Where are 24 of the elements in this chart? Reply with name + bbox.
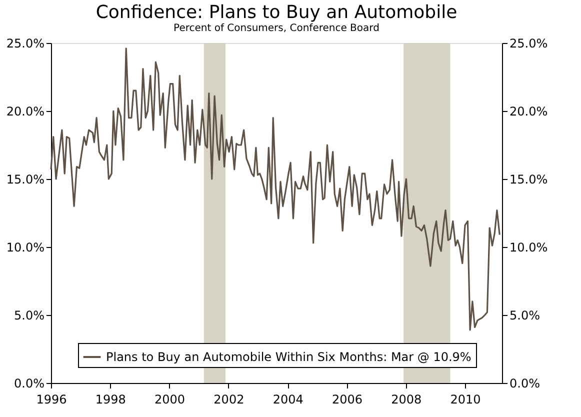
y2-tick-label: 5.0% <box>510 308 540 322</box>
chart-subtitle: Percent of Consumers, Conference Board <box>174 23 380 34</box>
x-tick-label: 1998 <box>95 392 126 406</box>
x-tick-label: 2008 <box>391 392 422 406</box>
legend-label: Plans to Buy an Automobile Within Six Months: Mar @ 10.9% <box>106 350 472 364</box>
y2-tick-label: 25.0% <box>510 36 548 50</box>
x-tick-label: 2010 <box>450 392 481 406</box>
chart-title: Confidence: Plans to Buy an Automobile <box>96 2 458 23</box>
y-tick-label: 20.0% <box>6 104 44 118</box>
y-tick-label: 5.0% <box>14 308 44 322</box>
y-tick-label: 0.0% <box>14 376 44 390</box>
y-tick-label: 10.0% <box>6 240 44 254</box>
y2-tick-label: 20.0% <box>510 104 548 118</box>
y2-tick-label: 15.0% <box>510 172 548 186</box>
x-tick-label: 2004 <box>272 392 304 406</box>
line-series <box>50 48 500 331</box>
y-tick-label: 25.0% <box>6 36 44 50</box>
x-tick-label: 2002 <box>214 392 244 406</box>
y-tick-label: 15.0% <box>6 172 44 186</box>
y2-tick-label: 10.0% <box>510 240 548 254</box>
x-tick-label: 2006 <box>332 392 363 406</box>
x-tick-label: 2000 <box>154 392 186 406</box>
y2-tick-label: 0.0% <box>510 376 540 390</box>
x-tick-label: 1996 <box>36 392 67 406</box>
